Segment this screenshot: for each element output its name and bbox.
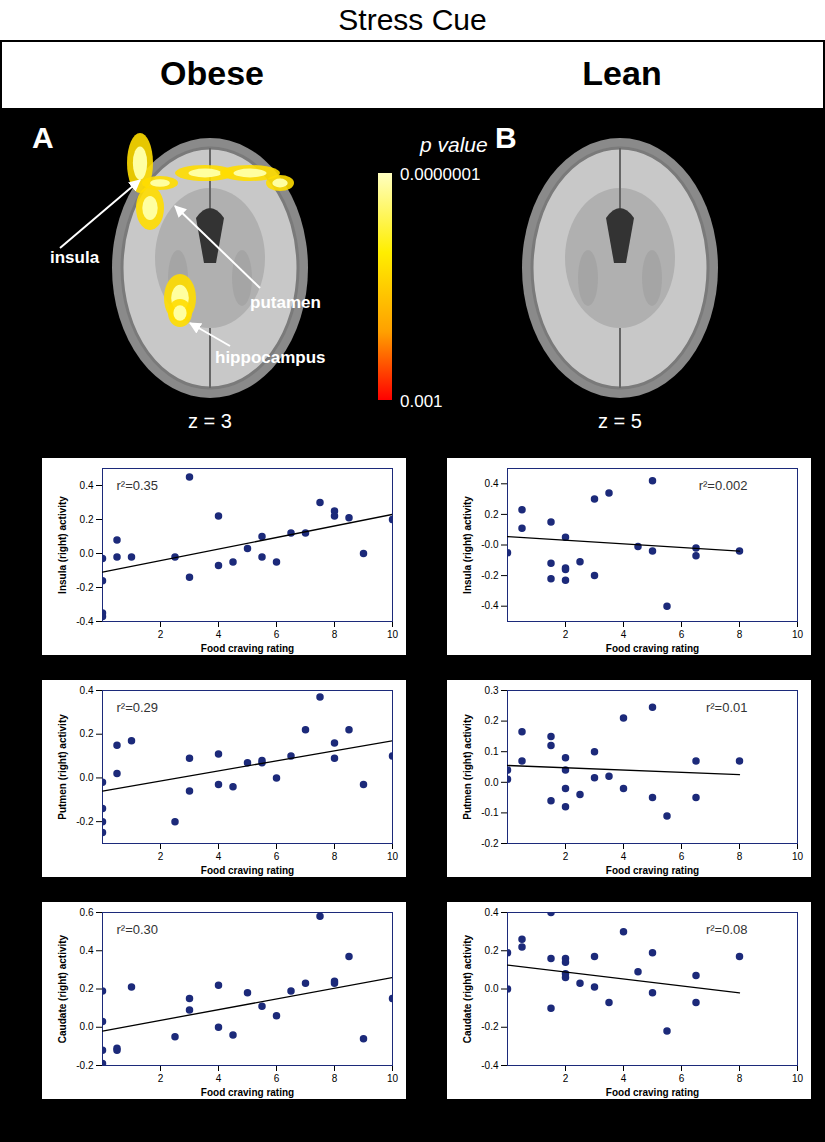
svg-text:putamen: putamen [250, 293, 321, 312]
svg-text:8: 8 [332, 1073, 338, 1084]
svg-text:10: 10 [387, 851, 399, 862]
svg-text:Food craving rating: Food craving rating [201, 1087, 294, 1098]
html-text:Lean: Lean [582, 54, 662, 92]
svg-text:r²=0.002: r²=0.002 [699, 478, 748, 493]
svg-text:p value: p value [419, 133, 488, 156]
svg-text:2: 2 [158, 851, 164, 862]
svg-text:z = 5: z = 5 [598, 410, 642, 432]
svg-text:-0.0: -0.0 [481, 539, 499, 550]
svg-text:r²=0.35: r²=0.35 [117, 478, 159, 493]
svg-text:Food craving rating: Food craving rating [201, 643, 294, 654]
svg-text:0.2: 0.2 [485, 509, 499, 520]
svg-text:Insula (right) activity: Insula (right) activity [462, 496, 473, 594]
svg-text:4: 4 [216, 629, 222, 640]
svg-text:-0.2: -0.2 [481, 1021, 499, 1032]
svg-text:0.0000001: 0.0000001 [400, 165, 480, 184]
svg-text:8: 8 [737, 851, 743, 862]
svg-text:8: 8 [737, 1073, 743, 1084]
svg-text:0.0: 0.0 [485, 983, 499, 994]
svg-text:6: 6 [679, 629, 685, 640]
svg-text:0.0: 0.0 [80, 772, 94, 783]
svg-text:r²=0.08: r²=0.08 [706, 922, 748, 937]
svg-text:4: 4 [621, 1073, 627, 1084]
svg-text:-0.4: -0.4 [76, 616, 94, 627]
svg-text:4: 4 [216, 1073, 222, 1084]
svg-text:6: 6 [679, 851, 685, 862]
html-text:Obese: Obese [160, 54, 264, 92]
html-text:Stress Cue: Stress Cue [338, 3, 487, 36]
svg-text:2: 2 [563, 629, 569, 640]
svg-text:insula: insula [50, 248, 100, 267]
svg-text:6: 6 [274, 1073, 280, 1084]
svg-text:0.4: 0.4 [485, 907, 499, 918]
svg-text:-0.1: -0.1 [481, 807, 499, 818]
svg-text:-0.2: -0.2 [76, 582, 94, 593]
svg-text:-0.2: -0.2 [481, 838, 499, 849]
svg-text:10: 10 [792, 629, 804, 640]
svg-text:0.1: 0.1 [485, 746, 499, 757]
svg-text:10: 10 [387, 1073, 399, 1084]
svg-text:10: 10 [792, 851, 804, 862]
svg-text:-0.2: -0.2 [76, 816, 94, 827]
svg-text:Caudate (right) activity: Caudate (right) activity [57, 934, 68, 1043]
svg-text:8: 8 [737, 629, 743, 640]
svg-text:0.2: 0.2 [80, 728, 94, 739]
svg-text:-0.4: -0.4 [481, 1060, 499, 1071]
svg-text:4: 4 [216, 851, 222, 862]
svg-text:Food craving rating: Food craving rating [201, 865, 294, 876]
svg-text:Food craving rating: Food craving rating [606, 865, 699, 876]
svg-text:0.4: 0.4 [80, 685, 94, 696]
svg-text:Caudate (right) activity: Caudate (right) activity [462, 934, 473, 1043]
svg-text:r²=0.30: r²=0.30 [117, 922, 159, 937]
svg-text:z = 3: z = 3 [188, 410, 232, 432]
svg-text:2: 2 [563, 1073, 569, 1084]
svg-text:Insula (right) activity: Insula (right) activity [57, 496, 68, 594]
svg-text:6: 6 [274, 851, 280, 862]
svg-text:4: 4 [621, 629, 627, 640]
svg-text:Putmen (right) activity: Putmen (right) activity [57, 714, 68, 820]
svg-text:6: 6 [274, 629, 280, 640]
svg-text:-0.2: -0.2 [481, 570, 499, 581]
svg-text:r²=0.29: r²=0.29 [117, 700, 159, 715]
svg-text:Food craving rating: Food craving rating [606, 1087, 699, 1098]
svg-text:-0.4: -0.4 [481, 600, 499, 611]
svg-text:r²=0.01: r²=0.01 [706, 700, 748, 715]
svg-text:0.3: 0.3 [485, 685, 499, 696]
svg-text:0.4: 0.4 [80, 480, 94, 491]
svg-text:0.2: 0.2 [485, 715, 499, 726]
svg-text:0.4: 0.4 [485, 478, 499, 489]
svg-text:2: 2 [158, 1073, 164, 1084]
svg-text:8: 8 [332, 629, 338, 640]
svg-text:0.001: 0.001 [400, 392, 443, 411]
svg-text:0.0: 0.0 [80, 1021, 94, 1032]
svg-text:0.0: 0.0 [80, 548, 94, 559]
svg-text:Food craving rating: Food craving rating [606, 643, 699, 654]
svg-text:6: 6 [679, 1073, 685, 1084]
svg-text:Putmen (right) activity: Putmen (right) activity [462, 714, 473, 820]
svg-text:0.2: 0.2 [80, 983, 94, 994]
svg-text:hippocampus: hippocampus [215, 348, 326, 367]
svg-text:10: 10 [792, 1073, 804, 1084]
svg-text:0.2: 0.2 [80, 514, 94, 525]
svg-text:2: 2 [563, 851, 569, 862]
svg-text:-0.2: -0.2 [76, 1060, 94, 1071]
svg-text:B: B [495, 121, 517, 154]
svg-text:2: 2 [158, 629, 164, 640]
svg-text:0.0: 0.0 [485, 777, 499, 788]
svg-text:4: 4 [621, 851, 627, 862]
svg-text:0.6: 0.6 [80, 907, 94, 918]
svg-text:10: 10 [387, 629, 399, 640]
svg-text:0.4: 0.4 [80, 945, 94, 956]
svg-text:0.2: 0.2 [485, 945, 499, 956]
svg-text:A: A [32, 121, 54, 154]
svg-text:8: 8 [332, 851, 338, 862]
